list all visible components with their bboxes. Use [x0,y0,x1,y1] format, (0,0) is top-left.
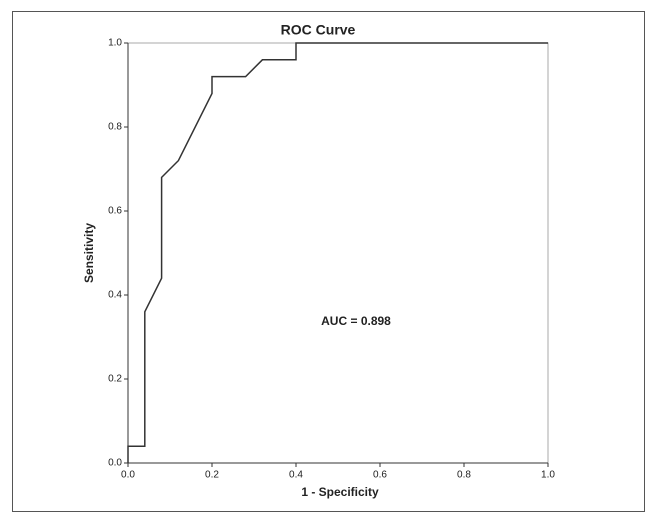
y-axis-label: Sensitivity [82,223,96,283]
plot-area [127,42,549,464]
x-tick-label: 0.6 [373,470,387,481]
x-tick-label: 0.2 [205,470,219,481]
x-tick-label: 0.4 [289,470,303,481]
y-tick-label: 0.8 [108,122,122,133]
x-axis-label: 1 - Specificity [301,485,379,499]
roc-curve [127,42,548,463]
y-tick-label: 0.0 [108,458,122,469]
y-tick-label: 1.0 [108,38,122,49]
annotation: AUC = 0.898 [321,314,391,328]
chart-title: ROC Curve [281,22,356,38]
y-tick-label: 0.4 [108,290,122,301]
y-tick-label: 0.2 [108,374,122,385]
x-tick-label: 0.8 [457,470,471,481]
x-tick-label: 1.0 [541,470,555,481]
y-tick-label: 0.6 [108,206,122,217]
x-tick-label: 0.0 [121,470,135,481]
